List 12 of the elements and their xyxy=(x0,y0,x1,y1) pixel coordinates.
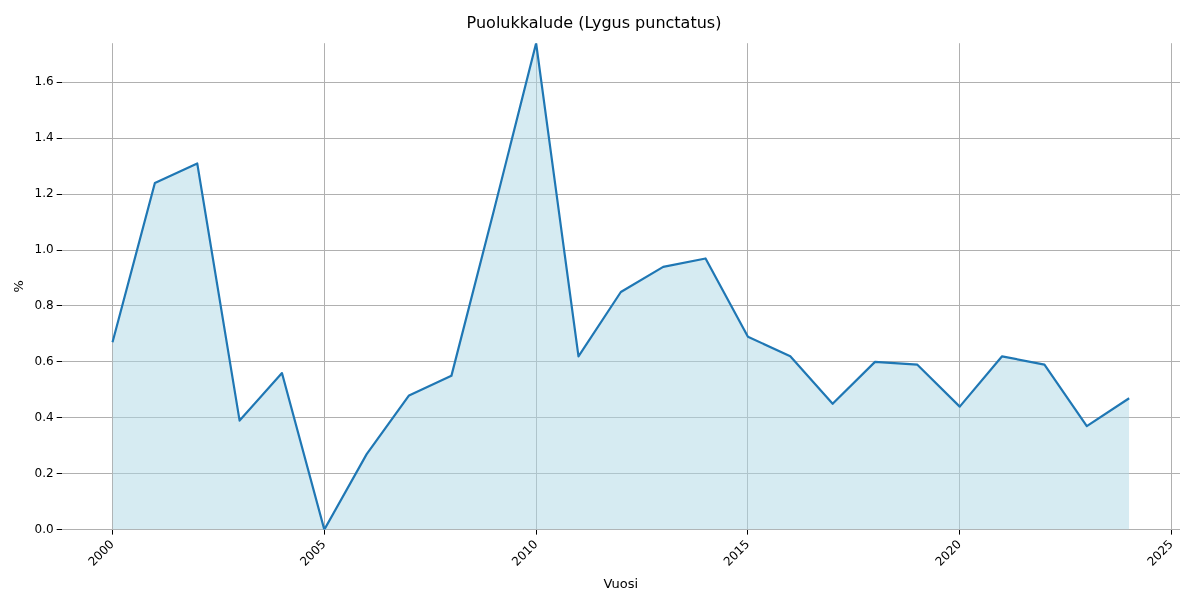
y-tick-label: 0.4 xyxy=(34,409,54,424)
y-axis-title: % xyxy=(11,280,27,293)
y-tick-label: 1.0 xyxy=(34,242,54,257)
y-tick-label: 0.2 xyxy=(34,465,54,480)
y-tick-label: 1.2 xyxy=(34,186,54,201)
y-tick-label: 0.8 xyxy=(34,298,54,313)
chart-title: Puolukkalude (Lygus punctatus) xyxy=(466,12,722,32)
x-axis-title: Vuosi xyxy=(603,575,639,591)
y-tick-label: 0.6 xyxy=(34,354,54,369)
y-tick-label: 1.4 xyxy=(34,130,54,145)
y-tick-label: 1.6 xyxy=(34,74,54,89)
y-tick-label: 0.0 xyxy=(34,521,54,536)
